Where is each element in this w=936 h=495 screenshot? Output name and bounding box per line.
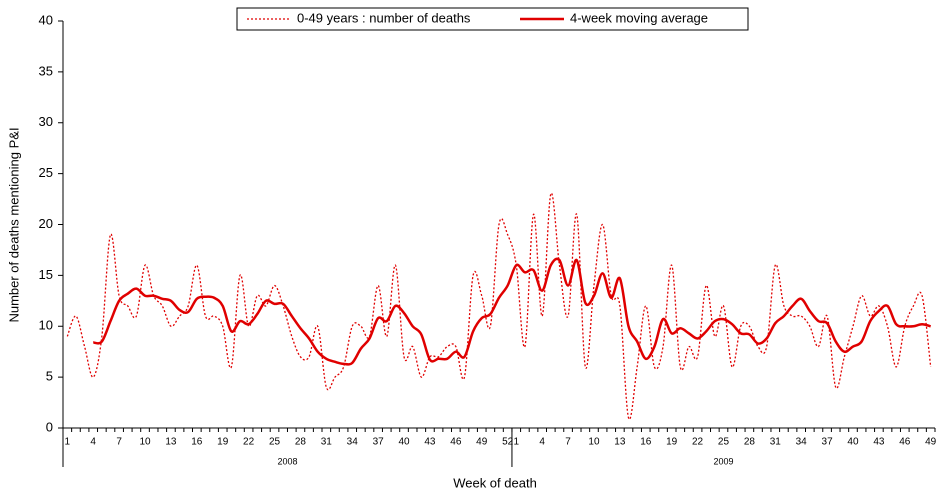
x-tick-label: 4 [90,437,96,448]
x-tick-label: 25 [269,437,281,448]
x-tick-label: 22 [692,437,704,448]
x-tick-label: 4 [539,437,545,448]
x-tick-label: 16 [640,437,652,448]
x-tick-label: 40 [847,437,859,448]
legend-box [236,7,749,31]
x-tick-label: 13 [165,437,177,448]
y-tick-label: 15 [39,267,53,282]
group-label: 2008 [277,456,297,466]
x-tick-label: 19 [217,437,229,448]
x-tick-label: 19 [666,437,678,448]
x-tick-label: 22 [243,437,255,448]
y-tick-label: 5 [46,369,53,384]
x-tick-label: 40 [398,437,410,448]
x-tick-label: 46 [450,437,462,448]
y-tick-label: 25 [39,165,53,180]
x-tick-label: 28 [295,437,307,448]
series-line [93,257,932,366]
x-tick-label: 1 [513,437,519,448]
x-tick-label: 16 [191,437,203,448]
y-tick-label: 35 [39,63,53,78]
x-tick-label: 34 [796,437,808,448]
x-tick-label: 10 [139,437,151,448]
group-label: 2009 [713,456,733,466]
y-tick-label: 10 [39,318,53,333]
series-line [66,192,932,421]
x-tick-label: 13 [614,437,626,448]
x-tick-label: 28 [744,437,756,448]
x-tick-label: 49 [476,437,488,448]
x-tick-label: 1 [65,437,71,448]
y-tick-label: 30 [39,114,53,129]
y-axis-title: Number of deaths mentioning P&I [6,127,21,322]
x-tick-label: 10 [588,437,600,448]
x-axis-title: Week of death [453,475,537,490]
x-tick-label: 34 [347,437,359,448]
y-tick-label: 20 [39,216,53,231]
y-tick-label: 0 [46,419,53,434]
x-tick-label: 37 [822,437,834,448]
legend-label: 0-49 years : number of deaths [297,10,471,25]
x-tick-label: 31 [770,437,782,448]
y-tick-label: 40 [39,12,53,27]
x-tick-label: 7 [565,437,571,448]
x-tick-label: 43 [424,437,436,448]
x-tick-label: 37 [373,437,385,448]
x-tick-label: 49 [925,437,936,448]
x-tick-label: 43 [873,437,885,448]
x-tick-label: 31 [321,437,333,448]
x-tick-label: 25 [718,437,730,448]
legend-label: 4-week moving average [570,10,708,25]
x-tick-label: 52 [502,437,514,448]
x-tick-label: 46 [899,437,911,448]
x-tick-label: 7 [116,437,122,448]
